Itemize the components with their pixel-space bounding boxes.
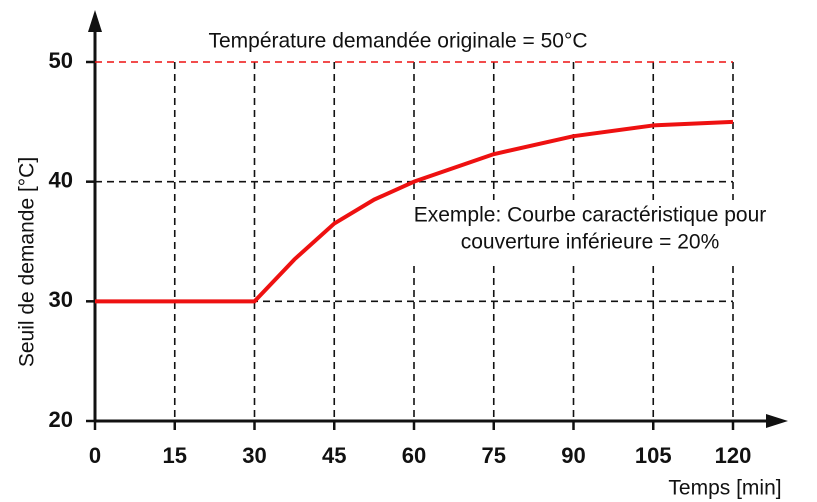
x-axis-label: Temps [min] bbox=[668, 477, 781, 500]
annotation-background bbox=[380, 200, 800, 262]
x-tick-label: 120 bbox=[715, 443, 752, 468]
x-tick-label: 30 bbox=[242, 443, 266, 468]
x-tick-label: 45 bbox=[322, 443, 346, 468]
x-tick-label: 105 bbox=[635, 443, 672, 468]
x-tick-label: 0 bbox=[89, 443, 101, 468]
y-axis-arrow bbox=[88, 10, 102, 32]
chart-title: Température demandée originale = 50°C bbox=[208, 30, 587, 53]
x-tick-label: 60 bbox=[402, 443, 426, 468]
x-tick-label: 15 bbox=[163, 443, 187, 468]
y-tick-label: 40 bbox=[49, 167, 73, 192]
y-axis-label: Seuil de demande [°C] bbox=[16, 157, 39, 367]
x-tick-label: 75 bbox=[482, 443, 506, 468]
y-tick-label: 30 bbox=[49, 287, 73, 312]
y-tick-label: 50 bbox=[49, 48, 73, 73]
x-tick-label: 90 bbox=[561, 443, 585, 468]
x-axis-arrow bbox=[766, 414, 788, 428]
y-tick-label: 20 bbox=[49, 407, 73, 432]
data-line bbox=[95, 119, 734, 304]
annotation: couverture inférieure = 20% bbox=[461, 231, 720, 254]
annotation: Exemple: Courbe caractéristique pour bbox=[414, 204, 767, 227]
